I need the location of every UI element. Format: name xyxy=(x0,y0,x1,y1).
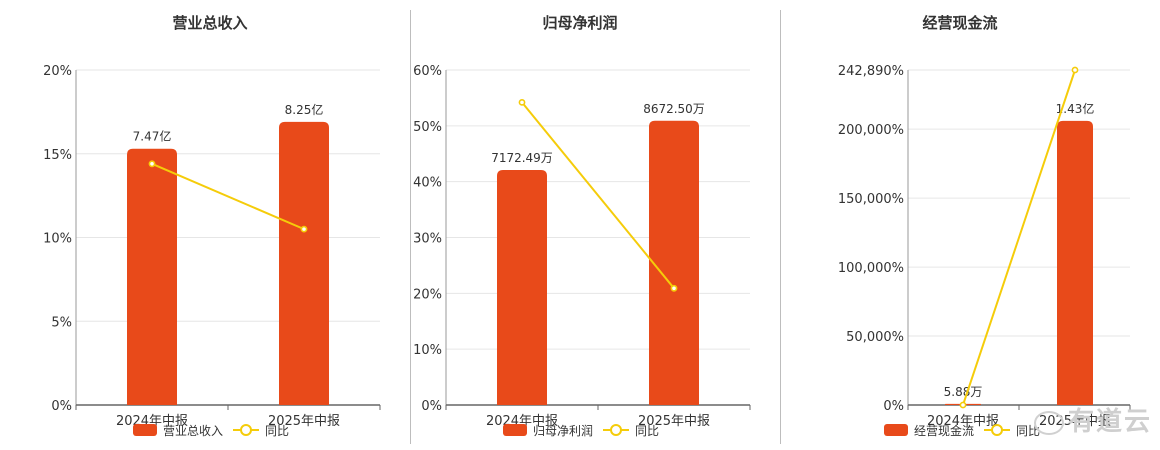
y-tick-label: 5% xyxy=(51,315,72,330)
y-tick-label: 100,000% xyxy=(838,261,904,276)
legend-bar-label: 经营现金流 xyxy=(914,423,974,438)
legend-bar-label: 归母净利润 xyxy=(533,424,593,438)
yoy-point xyxy=(959,401,967,409)
y-tick-label: 200,000% xyxy=(838,123,904,138)
bar xyxy=(497,169,547,405)
legend-line-label: 同比 xyxy=(1016,424,1040,438)
legend-line-marker xyxy=(610,424,622,436)
watermark-text: 有道云 xyxy=(1067,407,1152,437)
y-tick-label: 0% xyxy=(51,399,72,414)
y-tick-label: 10% xyxy=(43,232,72,247)
legend-bar-swatch xyxy=(503,424,527,436)
yoy-point xyxy=(518,98,526,106)
y-tick-label: 0% xyxy=(421,399,442,414)
yoy-point xyxy=(148,160,156,168)
chart-title: 经营现金流 xyxy=(922,14,997,32)
chart-title: 归母净利润 xyxy=(542,14,617,32)
x-tick-label: 2024年中报 xyxy=(927,414,999,429)
legend-line-label: 同比 xyxy=(265,424,289,438)
y-tick-label: 20% xyxy=(43,64,72,79)
y-tick-label: 30% xyxy=(413,232,442,247)
yoy-line xyxy=(521,101,675,289)
legend-line-label: 同比 xyxy=(635,424,659,438)
x-tick-label: 2025年中报 xyxy=(638,414,710,429)
bar-value-label: 1.43亿 xyxy=(1056,101,1095,116)
yoy-line xyxy=(151,162,305,231)
legend-line-marker xyxy=(991,424,1003,436)
y-tick-label: 50,000% xyxy=(846,330,904,345)
chart-title: 营业总收入 xyxy=(172,14,247,32)
watermark: 有道云 xyxy=(1033,401,1152,438)
legend-bar-label: 营业总收入 xyxy=(163,424,223,438)
bar-value-label: 7.47亿 xyxy=(133,129,172,144)
bar xyxy=(1057,120,1093,406)
bar-value-label: 7172.49万 xyxy=(491,151,553,165)
bar-value-label: 5.88万 xyxy=(944,385,983,399)
y-tick-label: 50% xyxy=(413,120,442,135)
yoy-line xyxy=(962,69,1076,406)
y-tick-label: 10% xyxy=(413,343,442,358)
legend-line-marker xyxy=(240,424,252,436)
bar xyxy=(127,148,177,405)
y-tick-label: 20% xyxy=(413,287,442,302)
panel-divider xyxy=(780,10,781,444)
bar xyxy=(649,120,699,405)
bar xyxy=(279,121,329,406)
yoy-point xyxy=(300,225,308,233)
bar-value-label: 8672.50万 xyxy=(643,102,705,116)
legend-bar-swatch xyxy=(884,424,908,436)
weibo-icon xyxy=(1033,410,1064,435)
y-tick-label: 40% xyxy=(413,176,442,191)
y-tick-label: 242,890% xyxy=(838,64,904,79)
y-tick-label: 60% xyxy=(413,64,442,79)
panel-divider xyxy=(410,10,411,444)
bar-value-label: 8.25亿 xyxy=(285,102,324,117)
yoy-point xyxy=(1071,66,1079,74)
yoy-point xyxy=(670,284,678,292)
x-tick-label: 2025年中报 xyxy=(268,414,340,429)
legend-bar-swatch xyxy=(133,424,157,436)
y-tick-label: 15% xyxy=(43,148,72,163)
y-tick-label: 150,000% xyxy=(838,192,904,207)
y-tick-label: 0% xyxy=(883,399,904,414)
